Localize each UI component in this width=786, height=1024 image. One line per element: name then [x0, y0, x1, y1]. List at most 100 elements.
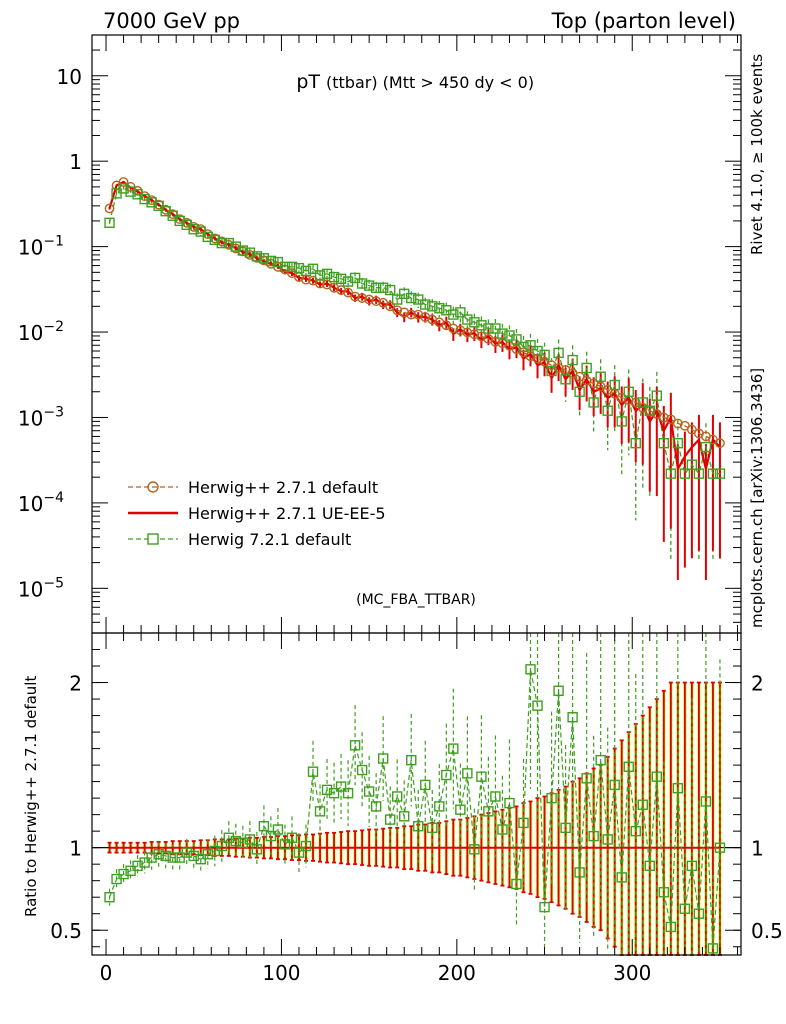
herwig-default-marker: [455, 325, 466, 336]
ratio-herwig7-marker: [307, 766, 319, 777]
ratio-herwig7-marker: [483, 806, 494, 817]
herwig7-marker: [525, 340, 536, 351]
herwig7-marker: [672, 437, 684, 449]
ratio-herwig7-marker: [469, 844, 480, 855]
ratio-herwig7-marker: [413, 821, 424, 832]
herwig7-marker: [125, 186, 136, 197]
y-tick-label: 10−1: [18, 234, 64, 260]
ratio-herwig7-marker: [616, 872, 627, 883]
rivet-label: Rivet 4.1.0, ≥ 100k events: [748, 54, 766, 255]
x-tick-label: 300: [613, 961, 651, 985]
herwig-default-marker: [104, 203, 115, 214]
ratio-herwig7-marker: [363, 786, 375, 797]
ratio-herwig7-marker: [160, 850, 171, 862]
ratio-series: [92, 633, 741, 956]
herwig7-marker: [146, 197, 157, 208]
herwig-default-marker: [357, 293, 368, 303]
herwig7-marker: [574, 386, 585, 397]
ratio-herwig7-marker: [595, 754, 606, 766]
ratio-herwig7-marker: [328, 787, 340, 799]
legend-marker-herwig-default: [147, 481, 159, 493]
ratio-herwig7-marker: [476, 771, 487, 782]
ratio-herwig7-marker: [279, 839, 291, 850]
herwig7-marker: [153, 200, 164, 212]
herwig7-marker: [265, 255, 277, 267]
y-tick-label: 10−4: [18, 490, 64, 516]
herwig7-marker: [384, 284, 396, 296]
herwig-default-marker: [553, 363, 564, 373]
herwig-default-marker: [413, 309, 424, 320]
herwig-default-marker: [392, 305, 403, 316]
y-tick-label: 10: [57, 65, 82, 89]
legend-marker-herwig7: [147, 533, 159, 545]
herwig7-marker: [279, 261, 291, 273]
herwig7-marker: [686, 459, 698, 470]
y-tick-exponent: −2: [43, 319, 64, 335]
ratio-herwig7-marker: [258, 821, 270, 832]
y-tick-exponent: −3: [43, 404, 64, 420]
herwig7-marker: [342, 276, 354, 287]
herwig7-marker: [349, 272, 361, 284]
ratio-herwig7-marker: [118, 868, 129, 880]
ratio-herwig7-marker: [406, 754, 417, 766]
herwig7-marker: [707, 468, 719, 479]
ratio-herwig7-marker: [448, 743, 459, 754]
ratio-herwig7-marker: [532, 700, 543, 711]
herwig7-marker: [202, 231, 213, 243]
y-tick-exponent: −5: [43, 575, 64, 591]
ratio-herwig7-marker: [714, 842, 726, 853]
herwig7-marker: [118, 183, 129, 194]
plot-title-main: pT: [296, 71, 320, 93]
herwig7-marker: [546, 365, 557, 377]
ratio-herwig7-marker: [300, 840, 312, 852]
ratio-herwig7-marker: [314, 806, 326, 817]
herwig-default-marker: [518, 347, 529, 358]
herwig-default-marker: [665, 414, 676, 425]
ratio-herwig7-marker: [104, 892, 115, 903]
ratio-herwig7-marker: [658, 887, 670, 898]
header-right-label: Top (parton level): [551, 9, 736, 33]
herwig7-marker: [644, 405, 655, 416]
herwig7-marker: [462, 314, 473, 325]
herwig7-marker: [427, 301, 438, 312]
y-tick-label: 10−2: [18, 319, 64, 345]
legend: Herwig++ 2.7.1 default Herwig++ 2.7.1 UE-…: [128, 478, 386, 549]
herwig7-marker: [104, 217, 115, 229]
ratio-herwig7-marker: [609, 779, 620, 791]
herwig7-marker: [356, 278, 368, 289]
x-tick-label: 200: [438, 961, 476, 985]
ratio-herwig7-marker: [497, 824, 508, 835]
herwig7-marker: [518, 341, 529, 353]
ratio-herwig7-marker: [293, 847, 305, 858]
herwig-default-marker: [630, 397, 641, 408]
herwig7-marker: [651, 390, 663, 401]
herwig7-marker: [251, 251, 263, 262]
herwig7-marker: [420, 299, 431, 310]
main-series: [104, 177, 726, 581]
herwig-default-marker: [462, 327, 473, 338]
mcplots-label: mcplots.cern.ch [arXiv:1306.3436]: [748, 368, 766, 628]
ratio-herwig7-marker: [272, 824, 284, 835]
herwig7-marker: [623, 386, 634, 397]
ratio-herwig7-marker: [216, 840, 228, 852]
ratio-herwig7-marker: [665, 921, 677, 933]
ratio-y-tick-label-right: 0.5: [751, 919, 783, 943]
herwig7-line: [108, 187, 720, 476]
herwig7-marker: [588, 397, 599, 408]
ratio-herwig7-marker: [581, 773, 592, 784]
ratio-herwig7-marker: [377, 753, 389, 764]
ratio-herwig7-marker: [434, 801, 445, 812]
ratio-y-tick-label-right: 1: [751, 837, 764, 861]
ratio-herwig7-marker: [153, 849, 164, 860]
herwig7-marker: [216, 237, 228, 249]
herwig7-marker: [714, 468, 726, 479]
ratio-herwig7-marker: [553, 685, 564, 696]
herwig7-marker: [377, 282, 389, 293]
herwig-default-marker: [343, 287, 353, 298]
legend-label: Herwig 7.2.1 default: [188, 530, 351, 549]
herwig-default-marker: [448, 323, 459, 334]
ratio-herwig7-marker: [679, 903, 691, 914]
ratio-herwig7-marker: [462, 768, 473, 779]
ratio-herwig7-marker: [223, 832, 235, 843]
